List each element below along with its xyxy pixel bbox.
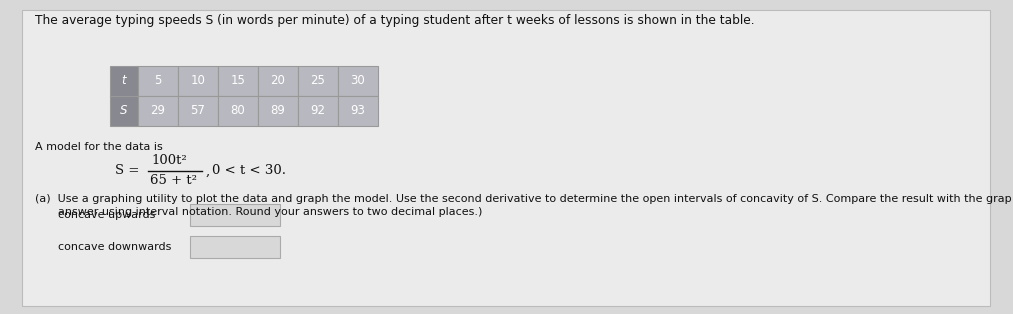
FancyBboxPatch shape: [110, 96, 138, 126]
Text: 5: 5: [154, 74, 162, 88]
Text: 57: 57: [190, 105, 206, 117]
Text: 10: 10: [190, 74, 206, 88]
Text: A model for the data is: A model for the data is: [35, 142, 163, 152]
FancyBboxPatch shape: [190, 204, 280, 226]
Text: 15: 15: [231, 74, 245, 88]
Text: 0 < t < 30.: 0 < t < 30.: [212, 165, 286, 177]
FancyBboxPatch shape: [298, 96, 338, 126]
FancyBboxPatch shape: [178, 66, 218, 96]
FancyBboxPatch shape: [338, 96, 378, 126]
FancyBboxPatch shape: [190, 236, 280, 258]
Text: ,: ,: [206, 165, 210, 177]
Text: 100t²: 100t²: [151, 154, 186, 167]
Text: (a)  Use a graphing utility to plot the data and graph the model. Use the second: (a) Use a graphing utility to plot the d…: [35, 194, 1012, 204]
Text: 80: 80: [231, 105, 245, 117]
FancyBboxPatch shape: [138, 66, 178, 96]
FancyBboxPatch shape: [22, 10, 990, 306]
FancyBboxPatch shape: [258, 96, 298, 126]
Text: t: t: [122, 74, 127, 88]
FancyBboxPatch shape: [138, 96, 178, 126]
Text: 25: 25: [311, 74, 325, 88]
Text: 20: 20: [270, 74, 286, 88]
Text: S: S: [121, 105, 128, 117]
FancyBboxPatch shape: [298, 66, 338, 96]
Text: 30: 30: [350, 74, 366, 88]
Text: 29: 29: [151, 105, 165, 117]
Text: S =: S =: [115, 165, 144, 177]
FancyBboxPatch shape: [338, 66, 378, 96]
Text: 65 + t²: 65 + t²: [150, 175, 197, 187]
FancyBboxPatch shape: [218, 96, 258, 126]
Text: 93: 93: [350, 105, 366, 117]
FancyBboxPatch shape: [178, 96, 218, 126]
FancyBboxPatch shape: [218, 66, 258, 96]
FancyBboxPatch shape: [110, 66, 138, 96]
FancyBboxPatch shape: [258, 66, 298, 96]
Text: answer using interval notation. Round your answers to two decimal places.): answer using interval notation. Round yo…: [58, 207, 482, 217]
Text: concave upwards: concave upwards: [58, 210, 155, 220]
Text: 92: 92: [311, 105, 325, 117]
Text: 89: 89: [270, 105, 286, 117]
Text: The average typing speeds S (in words per minute) of a typing student after t we: The average typing speeds S (in words pe…: [35, 14, 755, 27]
Text: concave downwards: concave downwards: [58, 242, 171, 252]
